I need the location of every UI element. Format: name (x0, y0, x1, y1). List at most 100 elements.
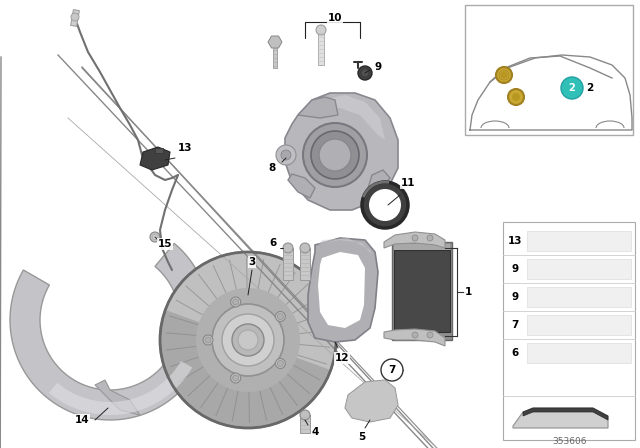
Polygon shape (308, 238, 378, 342)
Text: 8: 8 (268, 163, 276, 173)
Text: 2: 2 (568, 83, 575, 93)
Circle shape (496, 67, 512, 83)
Circle shape (222, 314, 274, 366)
Text: 12: 12 (335, 353, 349, 363)
Bar (527, 287, 631, 307)
Bar (394, 244, 450, 250)
Circle shape (230, 373, 241, 383)
Bar (503, 222, 635, 440)
Bar (527, 259, 631, 279)
Text: 13: 13 (178, 143, 192, 153)
Circle shape (427, 235, 433, 241)
Circle shape (196, 288, 300, 392)
Circle shape (150, 232, 160, 242)
Circle shape (238, 330, 258, 350)
Polygon shape (10, 243, 210, 420)
Text: 9: 9 (511, 292, 518, 302)
Bar (273, 48, 277, 68)
Polygon shape (285, 93, 398, 210)
Bar (155, 148, 163, 153)
Polygon shape (523, 408, 608, 420)
Polygon shape (318, 238, 372, 255)
Polygon shape (345, 380, 398, 422)
Circle shape (412, 332, 418, 338)
Circle shape (160, 252, 336, 428)
Polygon shape (95, 380, 140, 415)
Text: 3: 3 (248, 257, 255, 267)
Circle shape (427, 332, 433, 338)
Text: 14: 14 (75, 415, 90, 425)
Text: 13: 13 (508, 236, 522, 246)
Text: 1: 1 (465, 287, 472, 297)
Circle shape (316, 25, 326, 35)
Bar (318, 30, 324, 65)
Circle shape (283, 243, 293, 253)
Text: 6: 6 (511, 348, 518, 358)
Circle shape (358, 66, 372, 80)
Circle shape (152, 234, 157, 240)
Circle shape (205, 337, 211, 343)
Bar (527, 315, 631, 335)
Bar (300, 415, 310, 433)
Text: 6: 6 (269, 238, 276, 248)
Bar (394, 250, 450, 332)
Circle shape (311, 131, 359, 179)
Circle shape (203, 335, 213, 345)
Polygon shape (345, 380, 398, 422)
Polygon shape (368, 170, 390, 195)
Bar (300, 248, 310, 280)
Circle shape (71, 13, 79, 21)
Circle shape (275, 358, 285, 369)
Bar (392, 242, 452, 340)
Bar (465, 5, 633, 135)
Circle shape (232, 324, 264, 356)
Polygon shape (384, 329, 445, 346)
Text: 5: 5 (358, 432, 365, 442)
Text: 2: 2 (586, 83, 594, 93)
Bar (527, 343, 631, 363)
Text: 15: 15 (157, 239, 172, 249)
Circle shape (300, 243, 310, 253)
Circle shape (276, 145, 296, 165)
Circle shape (300, 410, 310, 420)
Circle shape (277, 361, 284, 366)
Circle shape (319, 139, 351, 171)
Bar (70, 9, 79, 26)
Circle shape (412, 235, 418, 241)
Bar (508, 400, 630, 432)
Polygon shape (298, 97, 338, 118)
Polygon shape (384, 232, 445, 248)
Text: 353606: 353606 (553, 436, 588, 445)
Circle shape (361, 69, 369, 77)
Text: 9: 9 (511, 264, 518, 274)
Circle shape (212, 304, 284, 376)
Circle shape (369, 189, 401, 221)
Circle shape (232, 299, 239, 305)
Text: 7: 7 (511, 320, 518, 330)
Polygon shape (140, 147, 170, 170)
Text: 7: 7 (388, 365, 396, 375)
Text: 4: 4 (311, 427, 319, 437)
Text: 9: 9 (374, 62, 381, 72)
Circle shape (500, 71, 508, 79)
Circle shape (303, 123, 367, 187)
Polygon shape (49, 361, 192, 415)
Bar (527, 231, 631, 251)
Circle shape (561, 77, 583, 99)
Polygon shape (288, 174, 315, 198)
Circle shape (512, 93, 520, 101)
Polygon shape (513, 408, 608, 428)
Circle shape (232, 375, 239, 381)
Polygon shape (318, 252, 365, 328)
Circle shape (275, 311, 285, 322)
Circle shape (508, 89, 524, 105)
Circle shape (277, 314, 284, 319)
Text: 10: 10 (328, 13, 342, 23)
Text: 11: 11 (401, 178, 415, 188)
Circle shape (230, 297, 241, 307)
Circle shape (381, 359, 403, 381)
Circle shape (281, 150, 291, 160)
Circle shape (362, 182, 408, 228)
Polygon shape (268, 36, 282, 48)
Polygon shape (305, 95, 385, 140)
